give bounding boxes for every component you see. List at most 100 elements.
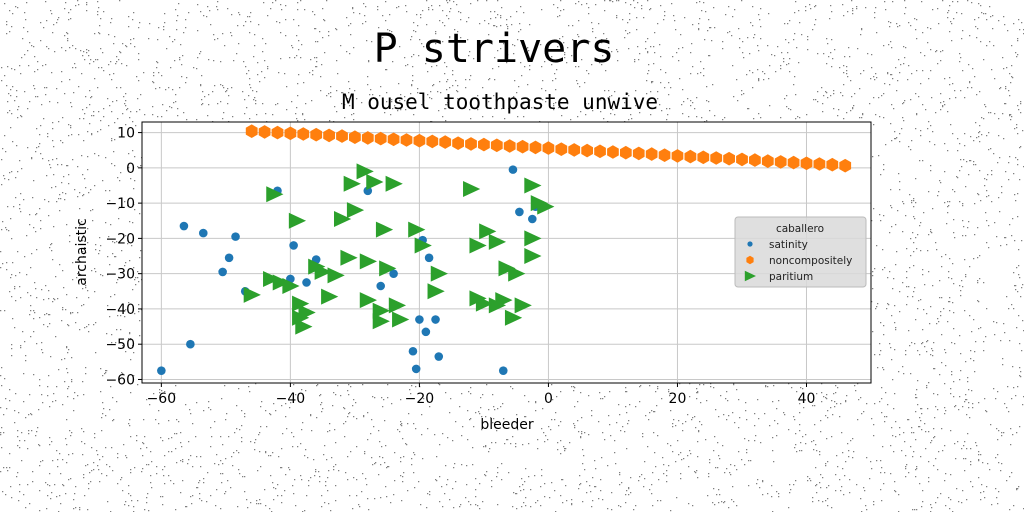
paritium-point [537,198,555,215]
satinity-point [302,278,311,287]
paritium-point [495,292,513,309]
satinity-point [389,269,398,278]
paritium-point [346,202,365,219]
legend-label-noncompositely: noncompositely [769,255,852,267]
paritium-point [295,318,313,335]
paritium-point [266,186,284,203]
noncompositely-point [516,139,529,154]
satinity-point [198,228,208,238]
noncompositely-point [284,126,297,141]
noncompositely-point [529,140,542,155]
series-satinity [157,165,540,375]
paritium-point [366,173,384,190]
noncompositely-point [400,133,413,147]
axis-ticks: −60 −40 −20 0 20 40 10 0 −10 −20 −30 −40 −50 −60 [105,126,815,407]
satinity-point [376,281,385,291]
paritium-point [504,309,523,326]
noncompositely-point [271,125,284,140]
paritium-point [498,260,516,277]
noncompositely-point [490,138,503,153]
satinity-point [408,346,418,356]
x-tick-label: 20 [669,391,687,407]
noncompositely-point [839,158,852,173]
noncompositely-point [723,151,735,166]
noncompositely-point [632,146,645,161]
y-tick-label: −60 [105,372,135,388]
legend: caballero satinity noncompositely paritium [734,216,867,288]
satinity-point [218,267,227,277]
noncompositely-point [761,154,774,168]
noncompositely-point [581,143,593,158]
chart-subtitle: M ousel toothpaste unwive [342,90,658,114]
noncompositely-point [323,128,335,143]
noncompositely-point [684,149,697,164]
noncompositely-point [258,125,271,139]
noncompositely-point [555,142,568,156]
satinity-point [231,232,240,241]
paritium-point [379,260,397,277]
paritium-point [359,253,377,270]
noncompositely-point [645,147,658,161]
plot-frame [141,121,872,384]
paritium-point [408,221,426,238]
series-noncompositely [245,124,852,173]
x-tick-label: 40 [798,391,816,407]
data-series [157,124,852,375]
y-tick-label: −50 [105,337,135,353]
paritium-point [356,163,374,180]
paritium-point [475,295,494,312]
x-tick-label: 0 [544,391,553,407]
paritium-point [514,297,532,314]
noncompositely-point [568,143,581,157]
paritium-point [524,248,542,265]
paritium-point [430,265,448,282]
paritium-point [359,292,377,309]
noncompositely-point [465,137,477,151]
noncompositely-point [297,127,310,141]
chart-title: P strivers [374,26,615,72]
noncompositely-point [387,132,400,147]
y-tick-label: −40 [105,302,135,318]
paritium-point [479,223,497,240]
paritium-point [463,181,481,198]
satinity-point [411,364,421,374]
noncompositely-point [336,129,348,143]
noncompositely-point [478,137,490,152]
paritium-point [333,210,352,227]
noncompositely-point [787,155,800,170]
y-tick-label: −30 [105,267,135,283]
satinity-point [515,207,524,217]
paritium-point [375,221,394,238]
satinity-point [415,315,424,324]
paritium-point [392,311,410,328]
legend-marker-paritium [744,270,756,282]
paritium-point [414,237,432,254]
paritium-point [321,288,339,305]
satinity-point [528,214,537,224]
noncompositely-point [607,145,619,159]
paritium-point [372,313,390,330]
satinity-point [157,366,166,375]
noncompositely-point [736,152,748,167]
noncompositely-point [374,131,387,146]
noncompositely-point [800,156,813,171]
satinity-point [434,352,444,361]
x-tick-label: −40 [276,391,306,407]
satinity-point [224,253,234,263]
paritium-point [272,274,290,291]
paritium-point [488,233,507,250]
noncompositely-point [774,155,787,169]
paritium-point [469,237,487,254]
legend-marker-satinity [747,241,753,247]
noncompositely-point [826,157,839,172]
paritium-point [508,265,526,282]
noncompositely-point [813,157,826,171]
paritium-point [372,302,390,319]
x-tick-label: −20 [405,391,435,407]
series-paritium [243,163,555,335]
paritium-point [292,295,310,312]
paritium-point [298,304,316,321]
